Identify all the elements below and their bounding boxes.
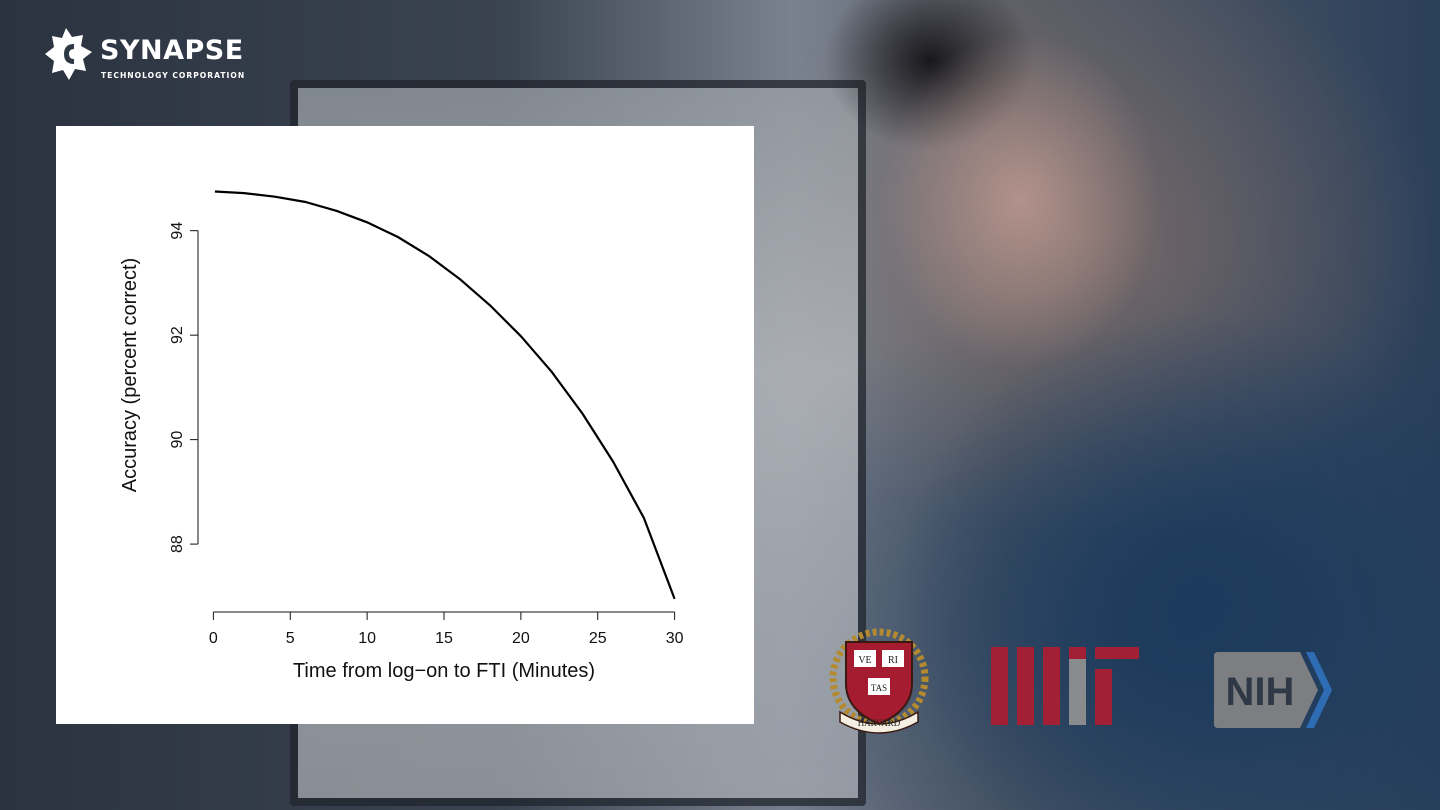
y-axis-ticks: 88 90 92 94 — [169, 222, 198, 553]
harvard-book-tas: TAS — [871, 683, 887, 693]
y-tick-label: 94 — [169, 222, 186, 240]
y-axis-label: Accuracy (percent correct) — [119, 258, 141, 493]
nih-logo: NIH — [1214, 652, 1332, 728]
brand-subtitle: TECHNOLOGY CORPORATION — [101, 71, 246, 80]
x-tick-label: 5 — [286, 630, 295, 647]
accuracy-chart: 0 5 10 15 20 25 30 88 90 92 94 Time from log−on t… — [119, 190, 684, 682]
x-axis-label: Time from log−on to FTI (Minutes) — [293, 660, 595, 682]
x-tick-label: 0 — [209, 630, 218, 647]
x-tick-label: 10 — [358, 630, 376, 647]
y-tick-label: 92 — [169, 326, 186, 344]
x-axis-ticks: 0 5 10 15 20 25 30 — [209, 612, 684, 647]
x-tick-label: 20 — [512, 630, 530, 647]
synapse-logo: SYNAPSE TECHNOLOGY CORPORATION — [44, 26, 244, 84]
harvard-book-ve: VE — [858, 655, 871, 666]
harvard-ribbon: HARVARD — [858, 718, 901, 728]
chart-series — [214, 190, 676, 600]
harvard-book-ri: RI — [888, 655, 898, 666]
accuracy-curve — [214, 190, 676, 600]
mit-logo — [991, 647, 1139, 725]
y-tick-label: 90 — [169, 431, 186, 449]
harvard-logo: VE RI TAS HARVARD — [829, 628, 929, 734]
x-tick-label: 15 — [435, 630, 453, 647]
synapse-star-icon — [45, 28, 92, 80]
y-tick-label: 88 — [169, 535, 186, 553]
brand-name: SYNAPSE — [100, 35, 244, 66]
chart-card: 0 5 10 15 20 25 30 88 90 92 94 Time from log−on t… — [56, 126, 754, 724]
chart-axes — [197, 230, 675, 613]
x-tick-label: 25 — [589, 630, 607, 647]
nih-text: NIH — [1226, 670, 1295, 714]
x-tick-label: 30 — [666, 630, 684, 647]
